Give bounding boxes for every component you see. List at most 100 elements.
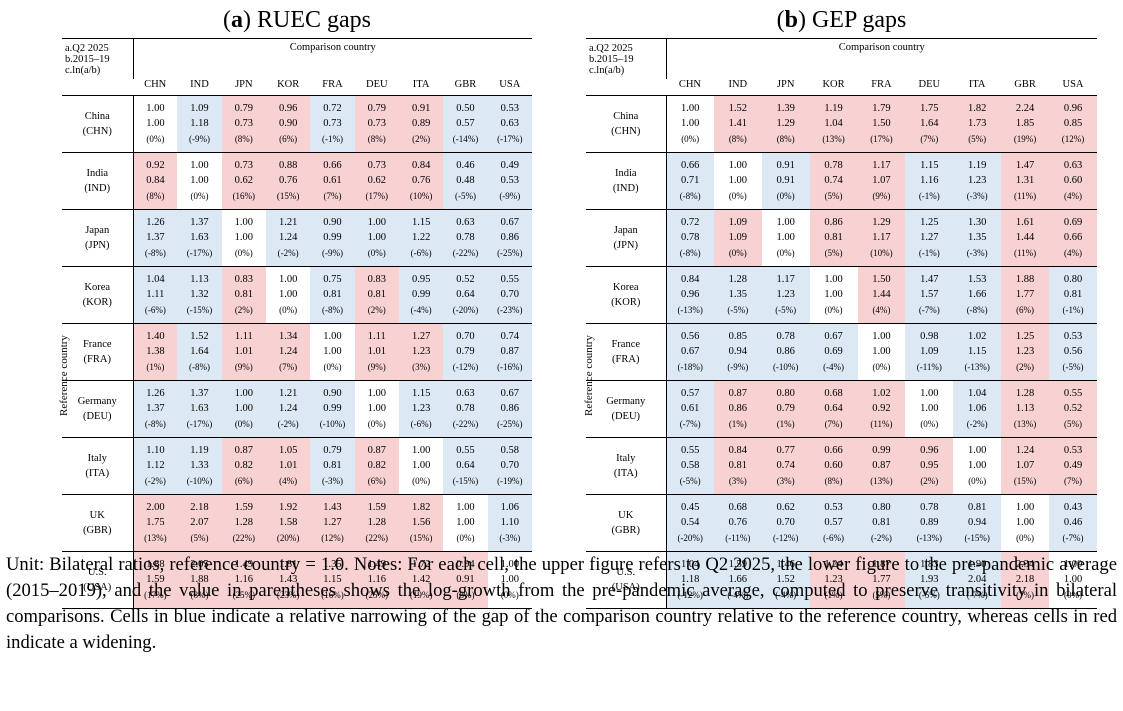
- log-growth: (-6%): [144, 304, 166, 315]
- log-growth: (4%): [279, 475, 298, 486]
- panel-title-text: RUEC gaps: [257, 7, 371, 33]
- table-cell: 0.87 0.82 (6%): [221, 437, 266, 495]
- value-2015-19: 0.69: [824, 346, 843, 358]
- value-q2-2025: 1.00: [190, 159, 209, 171]
- table-cell: 1.24 1.07 (15%): [1001, 437, 1049, 495]
- log-growth: (-5%): [727, 304, 749, 315]
- table-cell: 1.00 1.00 (0%): [310, 323, 355, 381]
- table-cell: 1.17 1.23 (-5%): [761, 266, 810, 324]
- value-2015-19: 1.01: [278, 460, 298, 472]
- table-cell: 1.35 1.15 (16%): [310, 551, 355, 609]
- value-2015-19: 0.78: [456, 232, 475, 244]
- value-2015-19: 0.85: [1063, 118, 1083, 130]
- value-2015-19: 0.81: [323, 289, 342, 301]
- value-2015-19: 1.44: [872, 289, 891, 301]
- value-2015-19: 0.70: [500, 289, 519, 301]
- log-growth: (7%): [1064, 475, 1082, 486]
- table-cell: 1.30 1.35 (-3%): [953, 209, 1002, 267]
- log-growth: (19%): [409, 589, 433, 600]
- value-q2-2025: 0.49: [500, 159, 519, 171]
- table-row: China (CHN) 1.00 1.00 (0%) 1.09 1.18 (-9%) 0.79 0…: [62, 95, 532, 153]
- log-growth: (-8%): [321, 304, 343, 315]
- value-2015-19: 1.63: [190, 232, 209, 244]
- table-cell: 1.00 1.00 (0%): [857, 323, 906, 381]
- log-growth: (0%): [367, 247, 386, 258]
- value-2015-19: 1.52: [776, 574, 795, 586]
- log-growth: (-2%): [144, 475, 166, 486]
- value-q2-2025: 1.00: [146, 102, 165, 114]
- value-q2-2025: 1.00: [728, 159, 747, 171]
- log-growth: (5%): [872, 589, 891, 600]
- value-2015-19: 0.53: [500, 175, 519, 187]
- value-q2-2025: 1.00: [824, 273, 843, 285]
- value-q2-2025: 1.43: [323, 501, 342, 513]
- log-growth: (-4%): [727, 589, 749, 600]
- column-header-kor: KOR: [265, 79, 311, 96]
- table-cell: 0.45 0.54 (-20%): [666, 494, 714, 552]
- table-cell: 0.87 0.82 (6%): [354, 437, 399, 495]
- value-2015-19: 0.84: [146, 175, 165, 187]
- value-2015-19: 0.99: [323, 403, 342, 415]
- table-cell: 0.90 0.99 (-9%): [310, 209, 355, 267]
- value-q2-2025: 1.00: [234, 216, 253, 228]
- value-q2-2025: 0.96: [920, 444, 939, 456]
- value-q2-2025: 0.92: [146, 159, 165, 171]
- corner-blank: [586, 79, 666, 96]
- row-label: France (FRA): [586, 323, 667, 381]
- table-cell: 1.10 1.12 (-2%): [133, 437, 178, 495]
- value-2015-19: 1.35: [728, 289, 747, 301]
- value-q2-2025: 1.00: [367, 216, 386, 228]
- table-cell: 0.62 0.70 (-12%): [761, 494, 810, 552]
- log-growth: (-22%): [452, 418, 479, 429]
- table-cell: 0.67 0.86 (-25%): [487, 380, 532, 438]
- row-name: India: [614, 168, 637, 179]
- value-q2-2025: 0.63: [1063, 159, 1083, 171]
- log-growth: (8%): [824, 475, 843, 486]
- table-cell: 0.91 0.89 (2%): [398, 95, 444, 153]
- log-growth: (-13%): [677, 304, 703, 315]
- table-cell: 1.04 1.18 (-12%): [666, 551, 714, 609]
- value-q2-2025: 0.96: [278, 102, 298, 114]
- log-growth: (-17%): [497, 133, 523, 144]
- column-header-gbr: GBR: [1001, 79, 1049, 96]
- table-cell: 0.84 0.76 (10%): [398, 152, 444, 210]
- log-growth: (-12%): [772, 532, 799, 543]
- row-label: Germany (DEU): [586, 380, 667, 438]
- value-q2-2025: 0.63: [456, 216, 475, 228]
- log-growth: (-12%): [452, 361, 479, 372]
- value-2015-19: 0.70: [500, 460, 519, 472]
- log-growth: (0%): [920, 418, 939, 429]
- table-cell: 0.80 0.79 (1%): [761, 380, 810, 438]
- table-cell: 0.94 0.91 (3%): [443, 551, 488, 609]
- value-q2-2025: 1.00: [500, 558, 519, 570]
- value-q2-2025: 0.90: [323, 387, 342, 399]
- value-q2-2025: 1.00: [234, 387, 253, 399]
- value-2015-19: 1.27: [920, 232, 939, 244]
- table-cell: 0.84 0.81 (3%): [713, 437, 762, 495]
- row-code: (ITA): [613, 468, 638, 479]
- value-2015-19: 1.00: [367, 403, 386, 415]
- value-q2-2025: 1.28: [728, 273, 747, 285]
- table-cell: 1.87 1.77 (5%): [857, 551, 906, 609]
- value-q2-2025: 0.87: [234, 444, 253, 456]
- value-2015-19: 1.00: [920, 403, 939, 415]
- table-cell: 1.04 1.11 (-6%): [133, 266, 178, 324]
- value-q2-2025: 0.55: [681, 444, 700, 456]
- value-q2-2025: 1.04: [146, 273, 165, 285]
- value-q2-2025: 1.52: [190, 330, 209, 342]
- row-name: France: [82, 339, 112, 350]
- value-2015-19: 0.62: [234, 175, 253, 187]
- value-2015-19: 1.37: [146, 403, 165, 415]
- value-2015-19: 1.16: [920, 175, 939, 187]
- log-growth: (11%): [1013, 190, 1037, 201]
- value-2015-19: 1.22: [411, 232, 431, 244]
- table-cell: 2.34 2.18 (7%): [1001, 551, 1049, 609]
- value-2015-19: 0.60: [824, 460, 843, 472]
- table-cell: 1.00 1.00 (0%): [443, 494, 488, 552]
- table-cell: 0.80 0.81 (-2%): [857, 494, 906, 552]
- table-cell: 0.85 0.94 (-9%): [713, 323, 762, 381]
- value-q2-2025: 1.02: [968, 330, 987, 342]
- table-cell: 0.72 0.78 (-8%): [666, 209, 714, 267]
- value-2015-19: 0.52: [1063, 403, 1083, 415]
- column-header-usa: USA: [1049, 79, 1097, 96]
